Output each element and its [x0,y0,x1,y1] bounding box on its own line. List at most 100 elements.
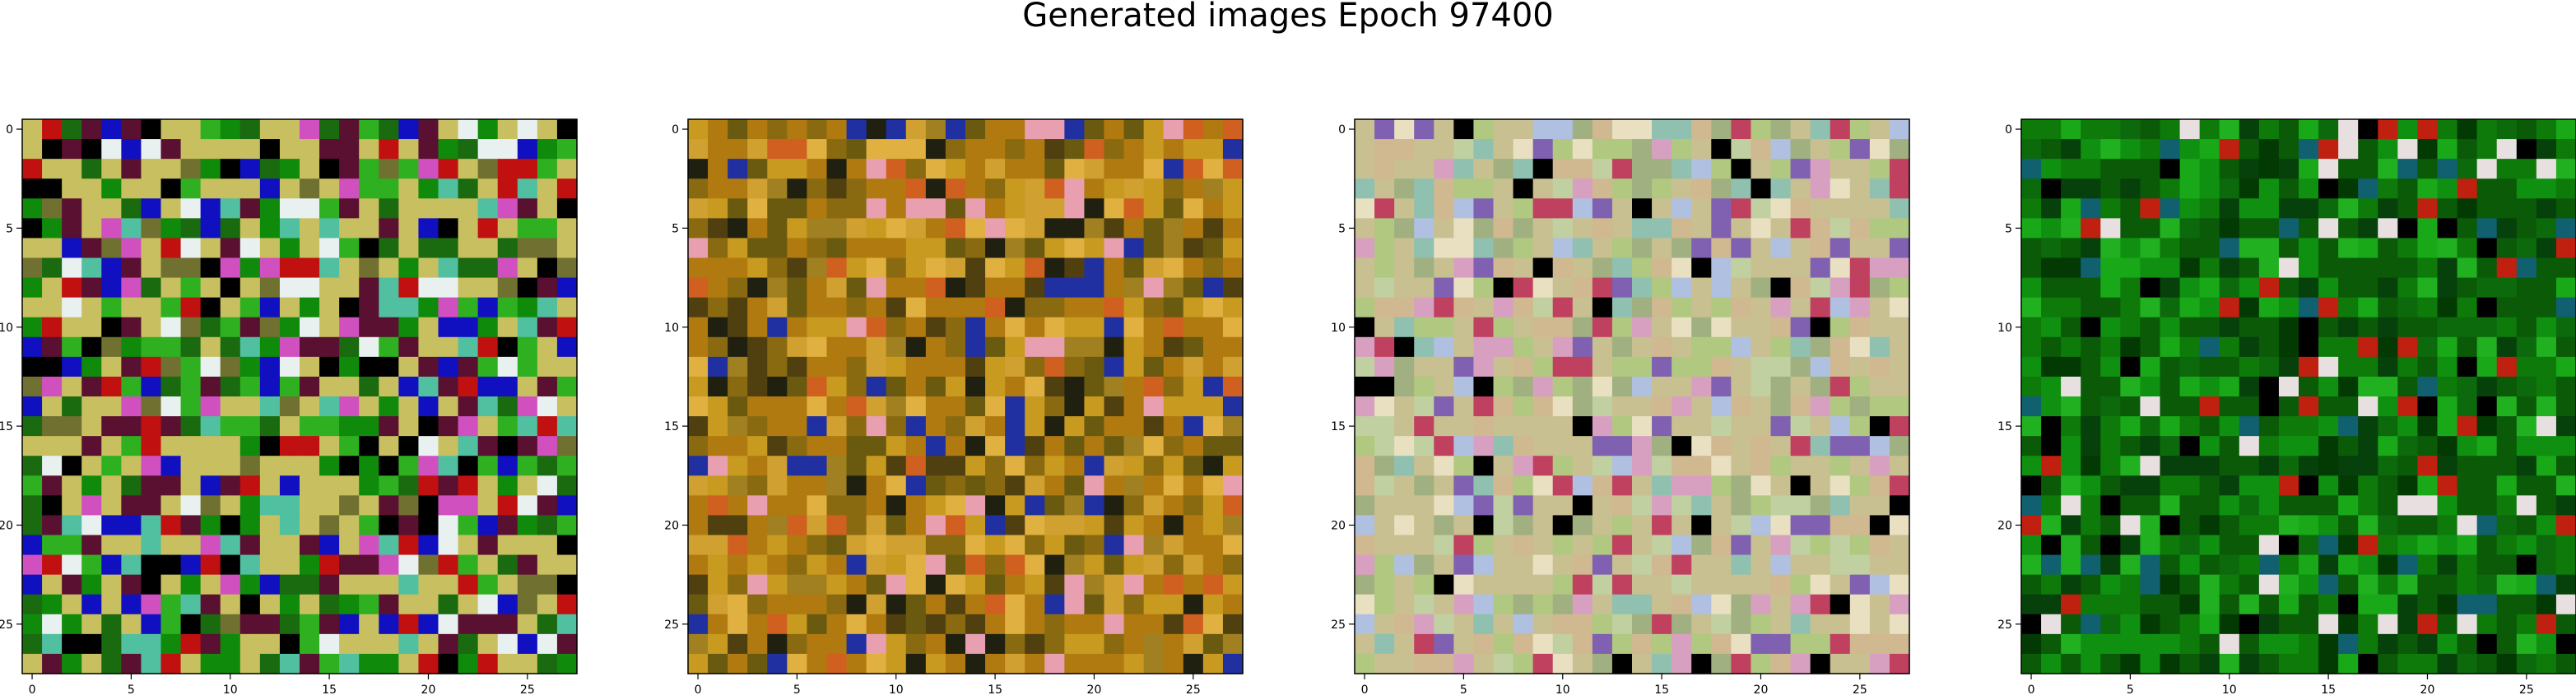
pixel-cell [2200,298,2220,318]
pixel-cell [201,595,221,615]
pixel-cell [418,456,439,476]
pixel-cell [181,575,202,595]
pixel-cell [359,595,379,615]
pixel-cell [398,634,419,655]
pixel-cell [379,218,399,239]
pixel-cell [62,475,82,496]
pixel-cell [1553,436,1574,456]
pixel-cell [1612,495,1633,516]
pixel-cell [101,654,122,674]
pixel-cell [260,377,281,397]
pixel-cell [1553,357,1574,378]
pixel-cell [2299,178,2319,199]
pixel-cell [181,198,202,219]
pixel-cell [1791,614,1811,635]
pixel-cell [2457,258,2478,279]
pixel-cell [2556,475,2576,496]
pixel-cell [1593,575,1613,595]
pixel-cell [2180,396,2201,417]
pixel-cell [518,456,538,476]
pixel-cell [867,535,887,556]
pixel-cell [2477,238,2498,258]
pixel-cell [1434,575,1454,595]
pixel-cell [1164,198,1184,219]
pixel-cell [2397,357,2418,378]
pixel-cell [2140,357,2160,378]
pixel-cell [2239,575,2260,595]
pixel-cell [439,139,459,160]
pixel-cell [1830,654,1851,674]
pixel-cell [2220,614,2240,635]
pixel-cell [2397,238,2418,258]
pixel-cell [439,654,459,674]
pixel-cell [2061,139,2081,160]
pixel-cell [2536,357,2557,378]
pixel-cell [1751,238,1771,258]
pixel-cell [2517,198,2537,219]
pixel-cell [1473,139,1494,160]
pixel-cell [1751,198,1771,219]
pixel-cell [240,258,261,279]
pixel-cell [2299,357,2319,378]
pixel-cell [2477,595,2498,615]
pixel-cell [1473,238,1494,258]
pixel-cell [537,555,558,576]
pixel-cell [2397,198,2418,219]
pixel-cell [1124,218,1145,239]
pixel-cell [728,495,748,516]
pixel-cell [557,475,578,496]
pixel-cell [2021,475,2042,496]
pixel-cell [1494,119,1514,140]
pixel-cell [557,495,578,516]
pixel-cell [1164,377,1184,397]
pixel-cell [1573,238,1593,258]
pixel-cell [886,198,907,219]
pixel-cell [2318,396,2339,417]
pixel-cell [1164,119,1184,140]
pixel-cell [398,575,419,595]
pixel-cell [1374,337,1395,358]
pixel-cell [807,575,827,595]
pixel-cell [1514,317,1534,338]
pixel-cell [42,575,63,595]
pixel-cell [2021,456,2042,476]
pixel-cell [201,555,221,576]
pixel-cell [2200,495,2220,516]
pixel-cell [1064,575,1085,595]
pixel-cell [1473,278,1494,299]
pixel-cell [946,139,966,160]
pixel-cell [81,614,102,635]
y-tick-label: 0 [2005,123,2012,137]
pixel-cell [1104,139,1125,160]
pixel-cell [458,159,479,179]
pixel-cell [2140,654,2160,674]
pixel-cell [161,258,182,279]
pixel-cell [537,159,558,179]
pixel-cell [42,317,63,338]
pixel-cell [379,654,399,674]
pixel-cell [1044,298,1065,318]
pixel-cell [2556,377,2576,397]
pixel-cell [867,119,887,140]
pixel-cell [2299,555,2319,576]
pixel-cell [22,555,43,576]
pixel-cell [1203,416,1224,437]
pixel-cell [1473,456,1494,476]
pixel-cell [2338,258,2359,279]
pixel-cell [2318,218,2339,239]
pixel-cell [2517,317,2537,338]
pixel-cell [1672,178,1692,199]
pixel-cell [339,337,360,358]
pixel-cell [2120,377,2141,397]
pixel-cell [1355,298,1375,318]
pixel-cell [221,178,241,199]
pixel-cell [2497,337,2518,358]
pixel-cell [42,416,63,437]
pixel-cell [1124,456,1145,476]
pixel-cell [886,159,907,179]
pixel-cell [398,416,419,437]
pixel-cell [418,317,439,338]
pixel-cell [2200,575,2220,595]
pixel-cell [1005,139,1025,160]
pixel-cell [62,436,82,456]
